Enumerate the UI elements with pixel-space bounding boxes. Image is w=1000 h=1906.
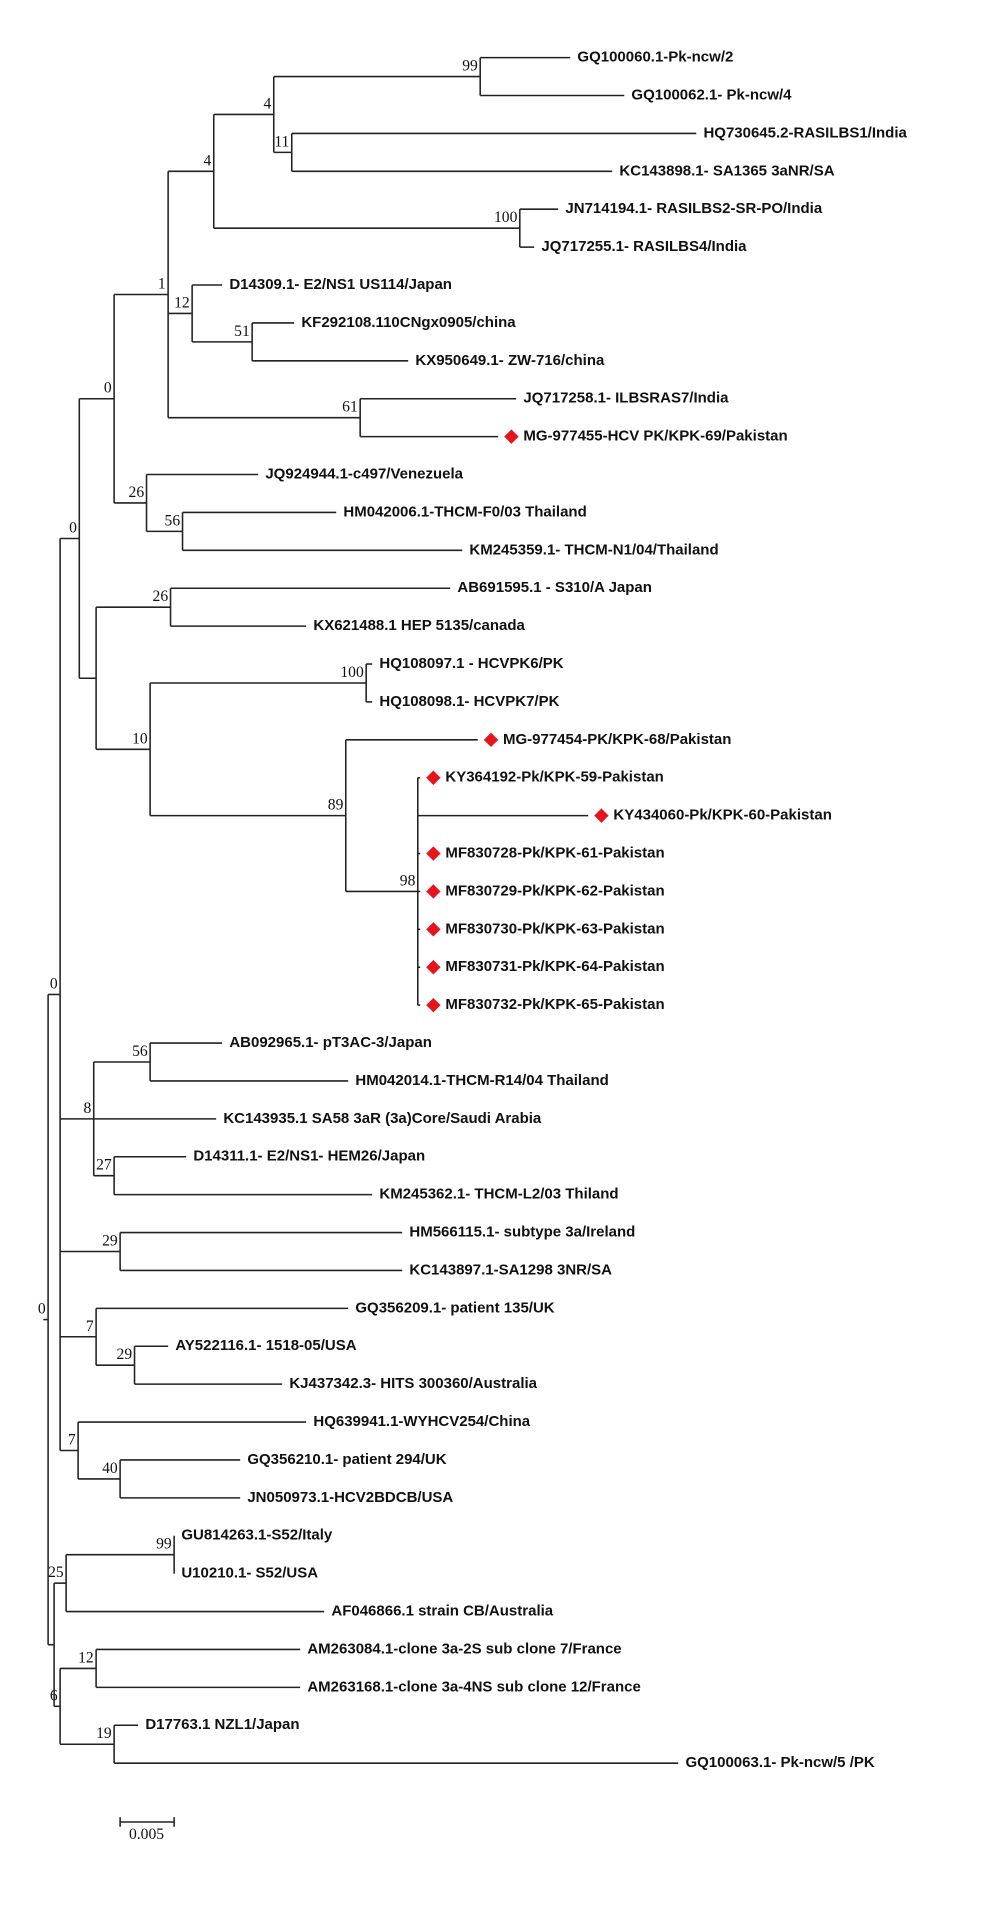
leaf-label: KC143935.1 SA58 3aR (3a)Core/Saudi Arabi… — [223, 1110, 542, 1127]
bootstrap-value: 26 — [153, 588, 169, 605]
leaf-label: GU814263.1-S52/Italy — [181, 1527, 333, 1544]
bootstrap-value: 99 — [156, 1536, 172, 1553]
scale-label: 0.005 — [129, 1826, 164, 1843]
bootstrap-value: 1 — [158, 275, 166, 292]
bootstrap-value: 0 — [50, 975, 58, 992]
leaf-label: AM263084.1-clone 3a-2S sub clone 7/Franc… — [307, 1640, 621, 1657]
leaf-label: HQ639941.1-WYHCV254/China — [313, 1413, 530, 1430]
leaf-label: JQ717258.1- ILBSRAS7/India — [523, 390, 729, 407]
bootstrap-value: 0 — [69, 519, 77, 536]
bootstrap-value: 8 — [84, 1100, 92, 1117]
leaf-label: AB691595.1 - S310/A Japan — [457, 579, 652, 596]
leaf-label: KJ437342.3- HITS 300360/Australia — [289, 1375, 537, 1392]
leaf-label: D14309.1- E2/NS1 US114/Japan — [229, 276, 452, 293]
bootstrap-value: 6 — [50, 1687, 58, 1704]
bootstrap-value: 51 — [234, 323, 250, 340]
marker-diamond — [504, 429, 519, 444]
bootstrap-value: 100 — [494, 209, 518, 226]
leaf-label: GQ100062.1- Pk-ncw/4 — [631, 86, 792, 103]
bootstrap-value: 99 — [462, 58, 478, 75]
bootstrap-value: 19 — [96, 1725, 112, 1742]
leaf-label: JN714194.1- RASILBS2-SR-PO/India — [565, 200, 822, 217]
bootstrap-value: 40 — [102, 1460, 118, 1477]
bootstrap-value: 89 — [328, 797, 344, 814]
bootstrap-value: 25 — [48, 1564, 64, 1581]
bootstrap-value: 98 — [400, 872, 416, 889]
bootstrap-value: 10 — [132, 730, 148, 747]
leaf-label: AF046866.1 strain CB/Australia — [331, 1603, 553, 1620]
leaf-label: GQ356209.1- patient 135/UK — [355, 1299, 554, 1316]
leaf-label: MF830731-Pk/KPK-64-Pakistan — [445, 958, 664, 975]
marker-diamond — [426, 960, 441, 975]
marker-diamond — [594, 808, 609, 823]
leaf-label: KC143897.1-SA1298 3NR/SA — [409, 1261, 612, 1278]
leaf-label: HM566115.1- subtype 3a/Ireland — [409, 1224, 635, 1241]
leaf-label: KY434060-Pk/KPK-60-Pakistan — [613, 807, 831, 824]
bootstrap-value: 27 — [96, 1157, 112, 1174]
bootstrap-value: 0 — [38, 1301, 46, 1318]
bootstrap-value: 61 — [342, 399, 358, 416]
leaf-label: KX621488.1 HEP 5135/canada — [313, 617, 525, 634]
leaf-label: MF830730-Pk/KPK-63-Pakistan — [445, 920, 664, 937]
leaf-label: U10210.1- S52/USA — [181, 1565, 318, 1582]
leaf-label: KM245362.1- THCM-L2/03 Thiland — [379, 1186, 618, 1203]
marker-diamond — [426, 770, 441, 785]
leaf-label: JN050973.1-HCV2BDCB/USA — [247, 1489, 453, 1506]
leaf-label: AB092965.1- pT3AC-3/Japan — [229, 1034, 432, 1051]
leaf-label: KC143898.1- SA1365 3aNR/SA — [619, 162, 834, 179]
marker-diamond — [483, 732, 499, 748]
leaf-label: HM042014.1-THCM-R14/04 Thailand — [355, 1072, 608, 1089]
marker-diamond — [426, 922, 441, 937]
leaf-label: KM245359.1- THCM-N1/04/Thailand — [469, 541, 718, 558]
leaf-label: MF830729-Pk/KPK-62-Pakistan — [445, 882, 664, 899]
bootstrap-value: 4 — [264, 95, 272, 112]
leaf-label: HM042006.1-THCM-F0/03 Thailand — [343, 503, 586, 520]
leaf-label: MF830728-Pk/KPK-61-Pakistan — [445, 845, 664, 862]
leaf-label: GQ100060.1-Pk-ncw/2 — [577, 49, 733, 66]
bootstrap-value: 100 — [340, 664, 364, 681]
leaf-label: MF830732-Pk/KPK-65-Pakistan — [445, 996, 664, 1013]
leaf-label: HQ108097.1 - HCVPK6/PK — [379, 655, 563, 672]
leaf-label: AM263168.1-clone 3a-4NS sub clone 12/Fra… — [307, 1678, 640, 1695]
bootstrap-value: 29 — [102, 1233, 118, 1250]
leaf-label: MG-977454-PK/KPK-68/Pakistan — [503, 731, 731, 748]
leaf-label: HQ108098.1- HCVPK7/PK — [379, 693, 559, 710]
leaf-label: JQ924944.1-c497/Venezuela — [265, 465, 463, 482]
leaf-label: GQ100063.1- Pk-ncw/5 /PK — [685, 1754, 874, 1771]
leaf-label: GQ356210.1- patient 294/UK — [247, 1451, 446, 1468]
leaf-label: JQ717255.1- RASILBS4/India — [541, 238, 747, 255]
marker-diamond — [426, 846, 441, 861]
bootstrap-value: 0 — [104, 380, 112, 397]
leaf-label: HQ730645.2-RASILBS1/India — [703, 124, 907, 141]
marker-diamond — [426, 884, 441, 899]
bootstrap-value: 7 — [68, 1431, 76, 1448]
bootstrap-value: 12 — [174, 294, 190, 311]
bootstrap-value: 29 — [117, 1346, 133, 1363]
leaf-label: D17763.1 NZL1/Japan — [145, 1716, 299, 1733]
bootstrap-value: 26 — [129, 484, 145, 501]
bootstrap-value: 12 — [78, 1649, 94, 1666]
marker-diamond — [426, 997, 441, 1013]
leaf-label: AY522116.1- 1518-05/USA — [175, 1337, 356, 1354]
leaf-label: MG-977455-HCV PK/KPK-69/Pakistan — [523, 428, 787, 445]
bootstrap-value: 11 — [274, 133, 289, 150]
leaf-label: KY364192-Pk/KPK-59-Pakistan — [445, 769, 663, 786]
bootstrap-value: 56 — [165, 512, 181, 529]
bootstrap-value: 7 — [86, 1318, 94, 1335]
bootstrap-value: 4 — [204, 152, 212, 169]
bootstrap-value: 56 — [132, 1043, 148, 1060]
leaf-label: KF292108.110CNgx0905/china — [301, 314, 516, 331]
leaf-label: D14311.1- E2/NS1- HEM26/Japan — [193, 1148, 425, 1165]
leaf-label: KX950649.1- ZW-716/china — [415, 352, 605, 369]
